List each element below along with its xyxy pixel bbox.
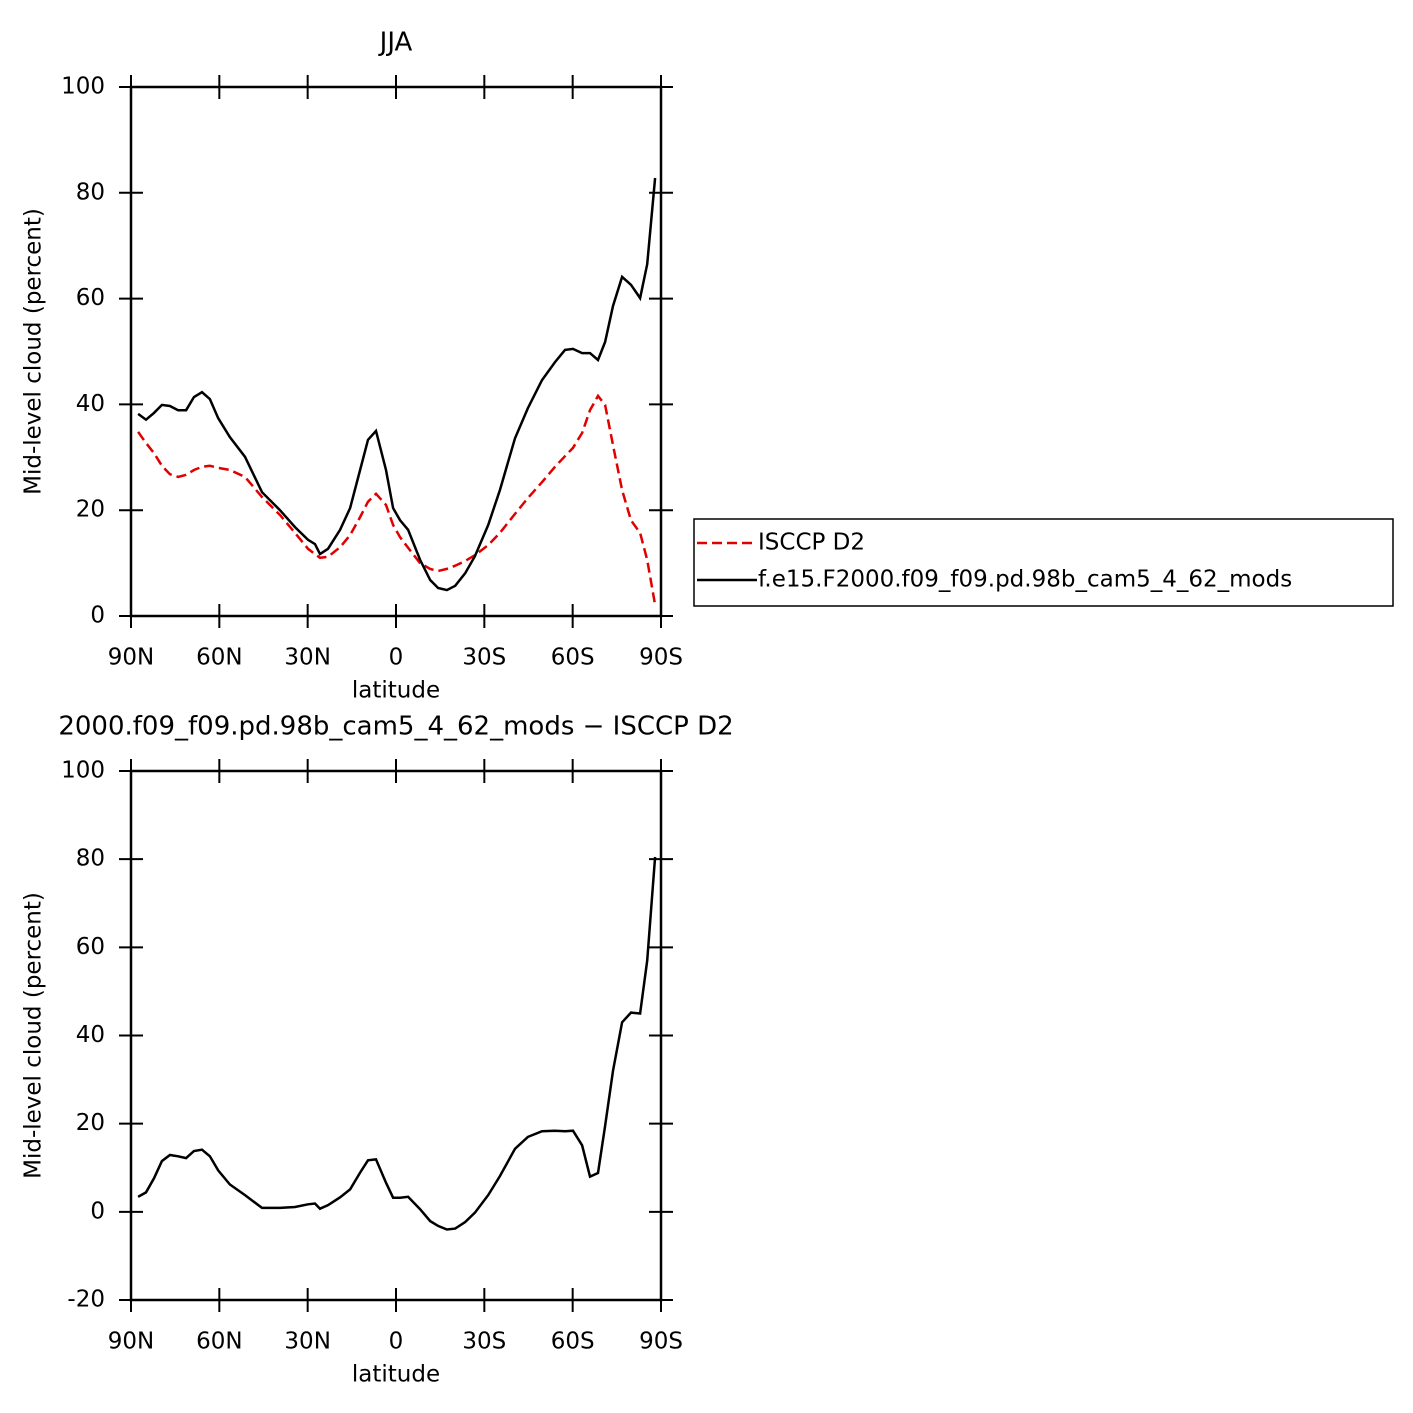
data-line: [137, 393, 657, 606]
x-tick-label: 60S: [551, 1329, 595, 1355]
legend-label: f.e15.F2000.f09_f09.pd.98b_cam5_4_62_mod…: [758, 567, 1292, 593]
y-tick-label: 80: [76, 846, 105, 872]
x-tick-label: 30S: [462, 645, 506, 671]
y-tick-label: 40: [76, 391, 105, 417]
y-tick-label: 60: [76, 934, 105, 960]
x-tick-label: 60S: [551, 645, 595, 671]
y-axis-label: Mid-level cloud (percent): [21, 892, 47, 1179]
plot-frame: [129, 769, 663, 1302]
x-tick-label: 90N: [108, 1329, 154, 1355]
data-line: [137, 177, 657, 592]
x-tick-label: 0: [389, 1329, 404, 1355]
x-tick-label: 60N: [196, 1329, 242, 1355]
y-tick-label: 80: [76, 179, 105, 205]
x-tick-label: 30N: [284, 1329, 330, 1355]
x-tick-label: 30N: [284, 645, 330, 671]
plot-frame: [129, 85, 663, 618]
y-tick-label: -20: [67, 1287, 105, 1313]
y-tick-label: 20: [76, 497, 105, 523]
x-tick-label: 90S: [639, 645, 683, 671]
y-tick-label: 0: [90, 603, 105, 629]
y-tick-label: 40: [76, 1022, 105, 1048]
data-line: [137, 856, 657, 1231]
y-tick-label: 20: [76, 1110, 105, 1136]
legend-label: ISCCP D2: [758, 530, 865, 556]
x-axis-label: latitude: [352, 1362, 440, 1388]
x-tick-label: 90N: [108, 645, 154, 671]
x-tick-label: 60N: [196, 645, 242, 671]
chart-title: 2000.f09_f09.pd.98b_cam5_4_62_mods − ISC…: [58, 712, 733, 742]
x-tick-label: 0: [389, 645, 404, 671]
chart-title: JJA: [378, 28, 413, 58]
y-tick-label: 0: [90, 1198, 105, 1224]
y-tick-label: 100: [61, 74, 105, 100]
y-axis-label: Mid-level cloud (percent): [21, 208, 47, 495]
x-axis-label: latitude: [352, 678, 440, 704]
y-tick-label: 100: [61, 758, 105, 784]
y-tick-label: 60: [76, 285, 105, 311]
x-tick-label: 90S: [639, 1329, 683, 1355]
legend-box: [693, 518, 1394, 607]
x-tick-label: 30S: [462, 1329, 506, 1355]
